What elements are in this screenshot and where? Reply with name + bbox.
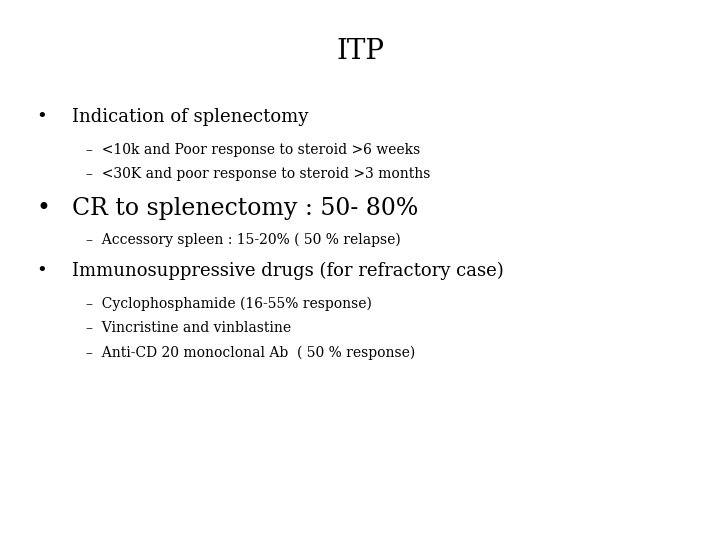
Text: •: • [36,262,47,280]
Text: Indication of splenectomy: Indication of splenectomy [72,108,308,126]
Text: Immunosuppressive drugs (for refractory case): Immunosuppressive drugs (for refractory … [72,262,504,280]
Text: •: • [36,108,47,126]
Text: –  Anti-CD 20 monoclonal Ab  ( 50 % response): – Anti-CD 20 monoclonal Ab ( 50 % respon… [86,346,415,360]
Text: CR to splenectomy : 50- 80%: CR to splenectomy : 50- 80% [72,197,418,220]
Text: ITP: ITP [336,38,384,65]
Text: –  Accessory spleen : 15-20% ( 50 % relapse): – Accessory spleen : 15-20% ( 50 % relap… [86,232,401,247]
Text: –  <30K and poor response to steroid >3 months: – <30K and poor response to steroid >3 m… [86,167,431,181]
Text: –  <10k and Poor response to steroid >6 weeks: – <10k and Poor response to steroid >6 w… [86,143,420,157]
Text: –  Cyclophosphamide (16-55% response): – Cyclophosphamide (16-55% response) [86,297,372,312]
Text: •: • [36,197,50,220]
Text: –  Vincristine and vinblastine: – Vincristine and vinblastine [86,321,292,335]
